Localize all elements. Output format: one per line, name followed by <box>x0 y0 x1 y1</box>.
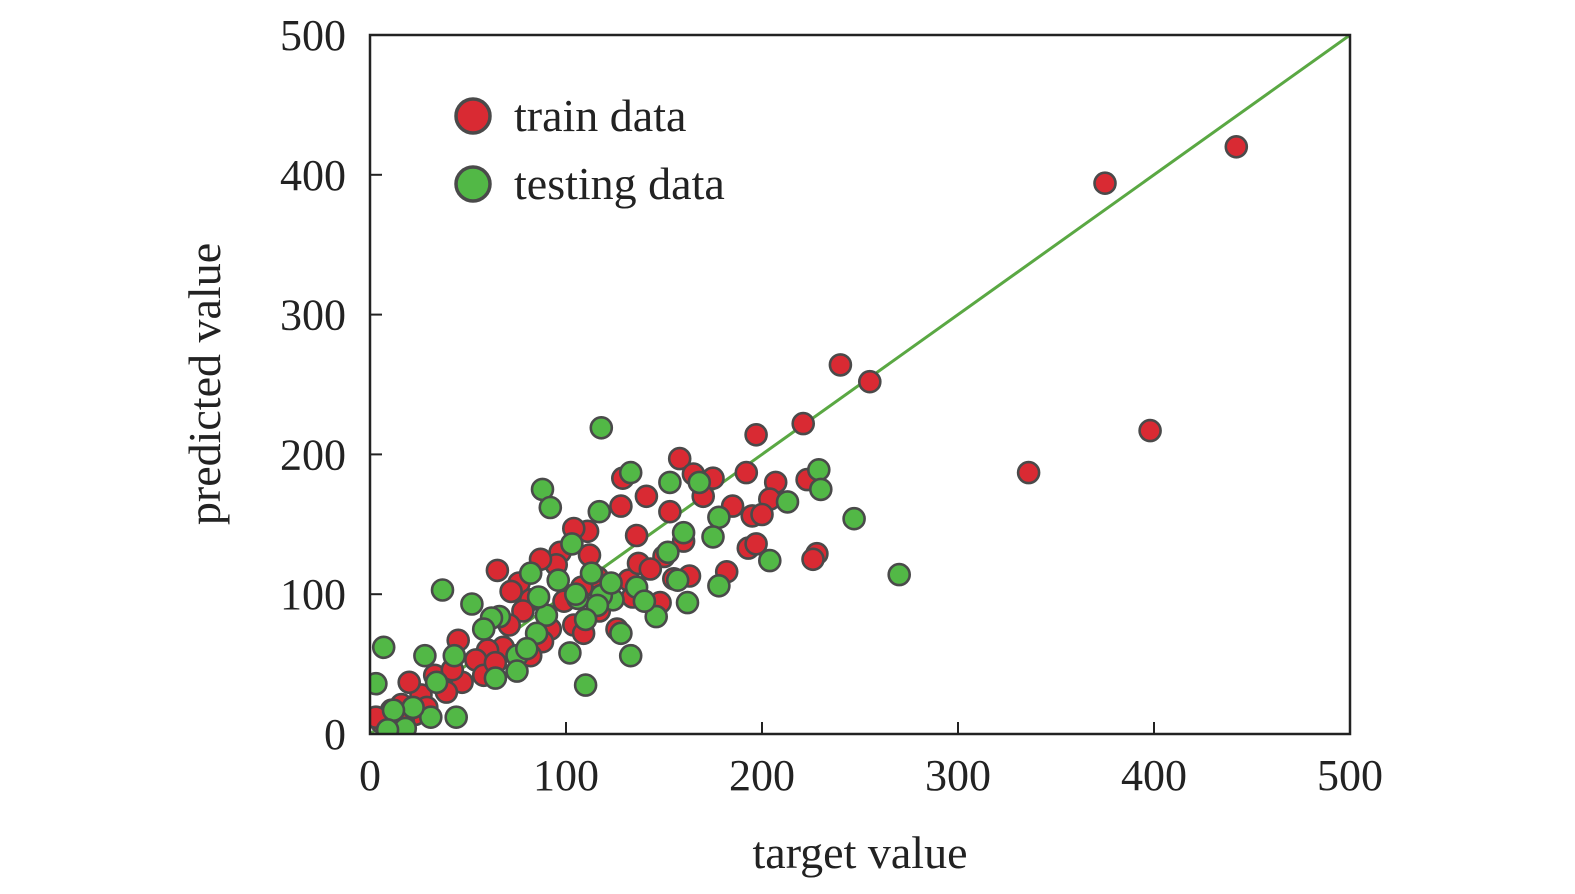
train-point <box>609 494 633 518</box>
testing-point <box>401 695 425 720</box>
testing-point <box>526 585 551 609</box>
train-point <box>744 422 768 447</box>
testing-point <box>665 568 690 593</box>
testing-point <box>560 532 584 556</box>
y-tick-label: 0 <box>324 710 346 759</box>
testing-point <box>842 506 866 531</box>
legend-marker-testing <box>454 165 492 203</box>
train-point <box>744 532 768 556</box>
train-point <box>638 557 663 581</box>
testing-point <box>375 718 400 734</box>
train-point <box>801 547 825 572</box>
testing-point <box>573 607 598 632</box>
testing-point <box>887 562 912 587</box>
x-tick-label: 0 <box>359 751 381 800</box>
testing-point <box>514 636 539 661</box>
x-tick-label: 100 <box>533 751 599 800</box>
train-point <box>1138 418 1162 443</box>
testing-point <box>775 490 800 514</box>
x-axis-label: target value <box>753 827 968 878</box>
legend-label-testing: testing data <box>514 158 725 209</box>
testing-point <box>413 643 437 668</box>
testing-point <box>656 540 680 565</box>
y-tick-label: 100 <box>280 570 346 619</box>
testing-point <box>806 457 831 482</box>
y-tick-label: 300 <box>280 291 346 340</box>
y-tick-label: 200 <box>280 430 346 479</box>
train-point <box>624 523 649 548</box>
testing-point <box>442 643 467 668</box>
testing-point <box>424 670 449 695</box>
testing-point <box>589 415 614 440</box>
train-point <box>397 670 422 695</box>
train-point <box>1093 171 1117 195</box>
testing-point <box>757 548 782 573</box>
testing-point <box>418 705 443 730</box>
testing-point <box>430 578 455 602</box>
testing-point <box>579 561 604 586</box>
y-tick-label: 500 <box>280 11 346 60</box>
legend-label-train: train data <box>514 90 686 141</box>
testing-point <box>505 659 529 683</box>
train-point <box>499 579 523 604</box>
testing-point <box>632 589 657 614</box>
testing-point <box>538 495 563 520</box>
testing-point <box>658 470 682 495</box>
x-tick-label: 400 <box>1121 751 1187 800</box>
plot-frame <box>368 33 1352 736</box>
train-point <box>485 558 510 583</box>
train-point <box>658 499 682 524</box>
y-axis-label: predicted value <box>179 243 230 525</box>
testing-point <box>687 470 712 495</box>
testing-point <box>371 635 396 660</box>
testing-point <box>483 666 508 690</box>
testing-point <box>587 499 612 524</box>
testing-point <box>675 590 700 615</box>
testing-point <box>370 671 388 696</box>
train-point <box>1016 460 1041 485</box>
train-point <box>750 502 774 527</box>
y-tick-label: 400 <box>280 151 346 200</box>
testing-point <box>618 643 643 668</box>
train-point <box>791 411 816 436</box>
testing-point <box>599 571 623 595</box>
testing-point <box>460 592 484 616</box>
train-point <box>828 353 853 377</box>
x-tick-label: 200 <box>729 751 795 800</box>
train-point <box>734 460 759 485</box>
testing-point <box>518 561 543 586</box>
testing-point <box>609 621 633 646</box>
testing-point <box>644 604 669 629</box>
testing-point <box>546 568 571 593</box>
train-point <box>1224 135 1249 159</box>
testing-point <box>573 673 598 697</box>
train-point <box>634 484 659 509</box>
legend-marker-train <box>454 97 492 135</box>
testing-point <box>701 525 725 549</box>
legend: train data testing data <box>454 90 725 209</box>
testing-point <box>808 477 833 502</box>
testing-point <box>471 617 496 641</box>
train-point <box>511 599 535 623</box>
testing-point <box>558 641 582 665</box>
testing-point <box>707 505 731 530</box>
testing-point <box>671 520 696 545</box>
train-point <box>857 369 882 394</box>
testing-point <box>563 582 588 607</box>
testing-point <box>444 705 469 730</box>
testing-point <box>618 460 643 485</box>
train-point <box>667 446 692 471</box>
series-testing-data <box>370 415 912 734</box>
x-tick-label: 500 <box>1317 751 1383 800</box>
testing-point <box>707 573 731 598</box>
x-tick-label: 300 <box>925 751 991 800</box>
